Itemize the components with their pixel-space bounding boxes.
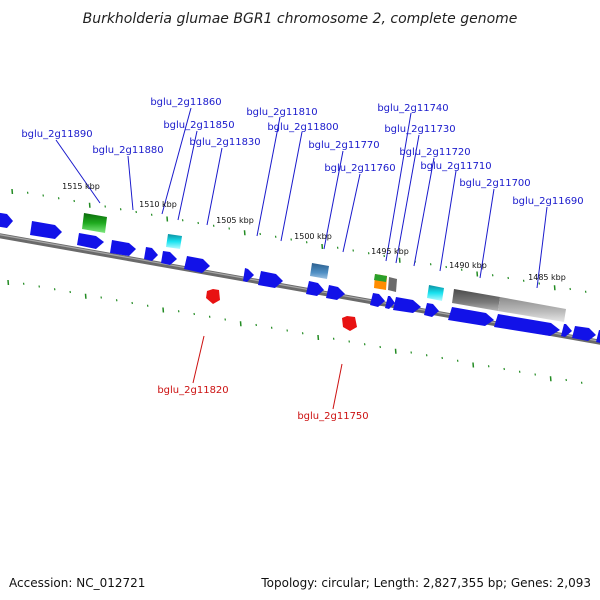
- gene-label[interactable]: bglu_2g11880: [92, 145, 163, 156]
- forward-gene-arrow: [326, 285, 345, 300]
- forward-gene-arrow: [370, 293, 385, 307]
- scale-labels: 1515 kbp 1510 kbp 1505 kbp 1500 kbp 1495…: [62, 182, 566, 282]
- gene-label[interactable]: bglu_2g11820: [157, 385, 228, 396]
- scale-label: 1515 kbp: [62, 182, 100, 191]
- accession-label: Accession: NC_012721: [9, 576, 145, 590]
- gene-label[interactable]: bglu_2g11730: [384, 124, 455, 135]
- feature-block-green: [82, 213, 107, 233]
- feature-block-grey: [452, 289, 500, 311]
- gene-label[interactable]: bglu_2g11890: [21, 129, 92, 140]
- feature-block-green-small: [374, 274, 387, 282]
- forward-gene-arrow: [393, 297, 421, 313]
- feature-block-steel: [310, 263, 329, 279]
- forward-gene-arrow: [494, 314, 560, 336]
- gene-label[interactable]: bglu_2g11810: [246, 107, 317, 118]
- feature-block-cyan: [166, 234, 182, 249]
- forward-gene-arrow: [144, 247, 158, 261]
- gene-label[interactable]: bglu_2g11800: [267, 122, 338, 133]
- feature-blocks: [82, 213, 566, 322]
- forward-gene-arrow: [306, 281, 324, 296]
- scale-label: 1505 kbp: [216, 216, 254, 225]
- forward-gene-arrow: [110, 240, 136, 256]
- map-title: Burkholderia glumae BGR1 chromosome 2, c…: [83, 11, 518, 27]
- forward-gene-labels: bglu_2g11890 bglu_2g11880 bglu_2g11860 b…: [21, 97, 583, 207]
- forward-gene-arrow: [30, 221, 62, 239]
- reverse-gene-labels: bglu_2g11820 bglu_2g11750: [157, 385, 368, 422]
- gene-label[interactable]: bglu_2g11690: [512, 196, 583, 207]
- forward-gene-arrow: [77, 233, 104, 249]
- feature-block-cyan: [427, 285, 444, 301]
- feature-block-light-grey: [498, 297, 566, 322]
- forward-gene-arrow: [0, 212, 13, 228]
- forward-gene-arrow: [572, 326, 596, 341]
- gene-label[interactable]: bglu_2g11850: [163, 120, 234, 131]
- gene-label[interactable]: bglu_2g11710: [420, 161, 491, 172]
- scale-label: 1510 kbp: [139, 200, 177, 209]
- gene-label[interactable]: bglu_2g11720: [399, 147, 470, 158]
- feature-block-grey-small: [388, 277, 397, 292]
- scale-label: 1485 kbp: [528, 273, 566, 282]
- forward-gene-arrow: [596, 330, 600, 343]
- forward-gene-track: [0, 212, 600, 343]
- forward-gene-arrow: [161, 251, 177, 265]
- inner-tick-track: [7, 279, 583, 384]
- scale-label: 1495 kbp: [371, 247, 409, 256]
- reverse-gene-track: [206, 289, 357, 331]
- gene-label[interactable]: bglu_2g11700: [459, 178, 530, 189]
- gene-label[interactable]: bglu_2g11860: [150, 97, 221, 108]
- gene-label[interactable]: bglu_2g11740: [377, 103, 448, 114]
- reverse-label-leaders: [192, 335, 343, 410]
- gene-label[interactable]: bglu_2g11770: [308, 140, 379, 151]
- reverse-gene-arrow: [342, 316, 357, 331]
- gene-label[interactable]: bglu_2g11830: [189, 137, 260, 148]
- outer-tick-track: [11, 188, 587, 293]
- gene-label[interactable]: bglu_2g11760: [324, 163, 395, 174]
- forward-gene-arrow: [448, 307, 494, 326]
- forward-gene-arrow: [561, 324, 572, 337]
- forward-gene-arrow: [424, 303, 439, 317]
- forward-gene-arrow: [258, 271, 283, 288]
- topology-summary: Topology: circular; Length: 2,827,355 bp…: [260, 576, 591, 590]
- reverse-gene-arrow: [206, 289, 220, 304]
- forward-gene-arrow: [243, 268, 254, 282]
- forward-gene-arrow: [184, 256, 210, 273]
- scale-label: 1490 kbp: [449, 261, 487, 270]
- forward-gene-arrow: [385, 296, 395, 309]
- gene-label[interactable]: bglu_2g11750: [297, 411, 368, 422]
- forward-label-leaders: [55, 107, 548, 289]
- scale-label: 1500 kbp: [294, 232, 332, 241]
